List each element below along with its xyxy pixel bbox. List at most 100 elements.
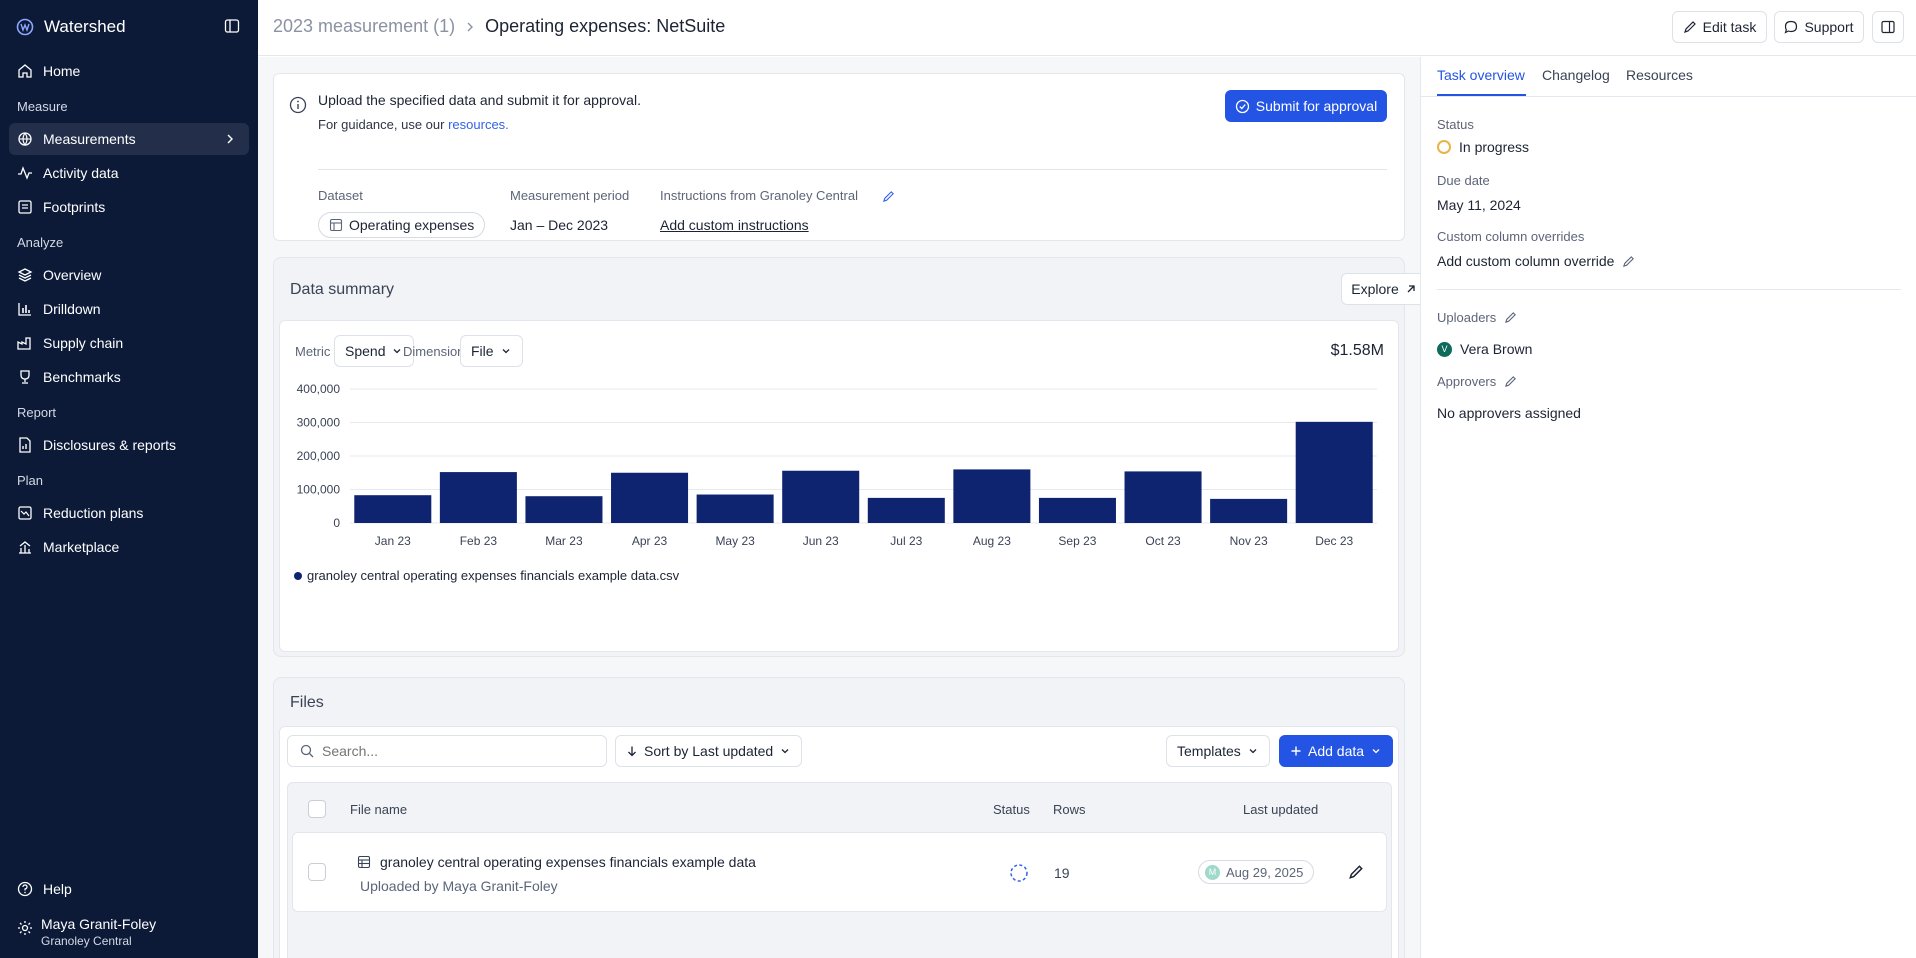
bar[interactable] [782,470,860,523]
nav-supply-chain[interactable]: Supply chain [9,327,249,359]
breadcrumb-parent[interactable]: 2023 measurement (1) [273,16,456,36]
column-rows[interactable]: Rows [1053,802,1086,817]
nav-drilldown[interactable]: Drilldown [9,293,249,325]
tab-divider [1421,96,1916,97]
bar[interactable] [1124,471,1202,523]
nav-footprints-label: Footprints [43,199,106,215]
add-data-button[interactable]: Add data [1279,735,1394,767]
resources-link[interactable]: resources. [448,117,509,132]
table-icon [357,855,371,869]
uploaders-label: Uploaders [1437,310,1497,325]
nav-disclosures[interactable]: Disclosures & reports [9,429,249,461]
brand-name: Watershed [44,17,126,36]
footprints-icon [18,200,32,214]
tab-task-overview[interactable]: Task overview [1437,67,1525,83]
tab-changelog[interactable]: Changelog [1542,67,1610,83]
metric-dropdown[interactable]: Spend [334,335,415,367]
total-value: $1.58M [1330,342,1384,359]
nav-footprints[interactable]: Footprints [9,191,249,223]
nav-overview[interactable]: Overview [9,259,249,291]
pencil-icon[interactable] [882,190,895,203]
tab-resources[interactable]: Resources [1626,67,1693,83]
legend-swatch [294,571,302,580]
nav-activity-data[interactable]: Activity data [9,157,249,189]
bar[interactable] [525,496,603,523]
pencil-icon [1683,21,1696,33]
chevron-down-icon [781,749,789,754]
bar[interactable] [611,472,689,523]
bar[interactable] [696,494,774,523]
processing-status-icon [1010,864,1028,882]
y-tick-label: 400,000 [297,382,341,396]
chevron-down-icon [1249,749,1257,754]
nav-reduction-plans[interactable]: Reduction plans [9,497,249,529]
submit-label: Submit for approval [1255,98,1378,114]
add-custom-instructions-link[interactable]: Add custom instructions [660,217,809,233]
row-count: 19 [1054,865,1070,881]
row-checkbox[interactable] [308,863,326,881]
status-text: In progress [1459,139,1530,155]
templates-label: Templates [1177,743,1241,759]
page-header: 2023 measurement (1) Operating expenses:… [258,0,1916,56]
y-tick-label: 300,000 [297,416,341,430]
edit-approvers-icon[interactable] [1504,375,1517,388]
due-date-value: May 11, 2024 [1437,197,1521,213]
section-measure: Measure [17,99,68,114]
y-tick-label: 0 [333,516,340,530]
bar[interactable] [1038,497,1116,523]
period-label: Measurement period [510,188,630,203]
edit-uploaders-icon[interactable] [1504,311,1517,324]
search-input[interactable] [322,743,592,759]
report-icon [19,437,31,453]
select-all-checkbox[interactable] [308,800,326,818]
bar[interactable] [354,495,432,523]
dataset-pill[interactable]: Operating expenses [318,212,486,238]
edit-file-icon[interactable] [1348,864,1364,880]
spend-bar-chart: 400,000 300,000 200,000 100,000 0 Jan 23 Feb 2… [297,382,1377,548]
chevron-down-icon [394,349,401,354]
nav-drilldown-label: Drilldown [43,301,101,317]
data-summary-title: Data summary [290,281,395,298]
add-override[interactable]: Add custom column override [1437,253,1635,269]
column-status[interactable]: Status [993,802,1030,817]
nav-benchmarks[interactable]: Benchmarks [9,361,249,393]
user-menu[interactable]: Maya Granit-Foley Granoley Central [17,916,247,952]
sort-dropdown[interactable]: Sort by Last updated [615,735,803,767]
column-last-updated[interactable]: Last updated [1243,802,1319,817]
bar[interactable] [953,469,1031,523]
dimension-dropdown[interactable]: File [460,335,523,367]
nav-home[interactable]: Home [9,55,249,87]
add-data-label: Add data [1308,743,1365,759]
bar[interactable] [439,472,517,523]
bar[interactable] [1210,498,1288,523]
submit-for-approval-button[interactable]: Submit for approval [1225,90,1387,122]
x-tick-label: Nov 23 [1230,534,1268,548]
dimension-label: Dimension [403,344,465,359]
edit-task-button[interactable]: Edit task [1672,11,1767,43]
file-name[interactable]: granoley central operating expenses fina… [380,854,756,870]
brand[interactable]: Watershed [16,16,126,38]
chevron-down-icon [1372,749,1380,754]
explore-button[interactable]: Explore [1341,273,1427,305]
bar[interactable] [1295,421,1373,523]
column-file-name[interactable]: File name [350,802,408,817]
settings-icon [18,921,32,935]
nav-marketplace[interactable]: Marketplace [9,531,249,563]
in-progress-icon [1437,140,1451,154]
toggle-panel-button[interactable] [1872,11,1904,43]
watershed-logo-icon [16,18,34,36]
nav-measurements[interactable]: Measurements [9,123,249,155]
bar[interactable] [867,497,945,523]
nav-benchmarks-label: Benchmarks [43,369,121,385]
collapse-sidebar-icon[interactable] [224,18,240,34]
nav-help[interactable]: Help [9,873,249,905]
active-tab-indicator [1437,94,1526,96]
info-icon [289,96,307,114]
x-tick-label: Mar 23 [545,534,583,548]
due-date-label: Due date [1437,173,1490,188]
pencil-icon [1623,255,1635,267]
table-row[interactable]: granoley central operating expenses fina… [292,832,1387,912]
support-button[interactable]: Support [1774,11,1864,43]
search-box[interactable] [287,735,607,767]
templates-dropdown[interactable]: Templates [1166,735,1270,767]
